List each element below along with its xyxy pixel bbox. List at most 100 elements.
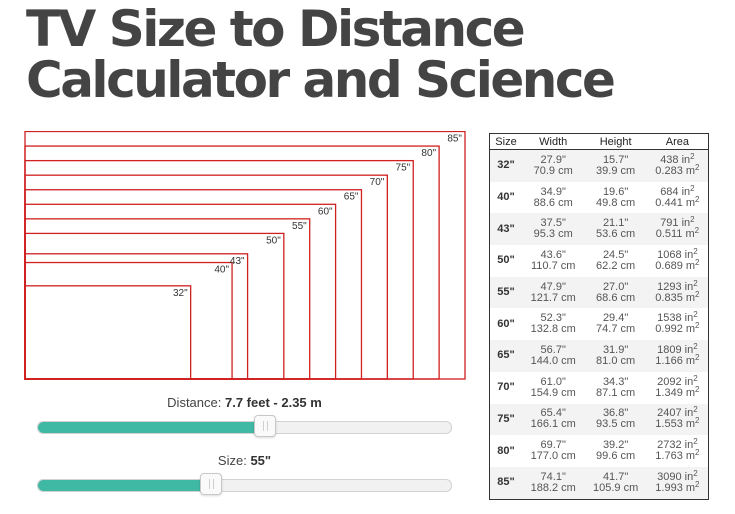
header-height: Height <box>584 133 647 150</box>
table-row: 50" 43.6" 110.7 cm 24.5" 62.2 cm 1068 in2 0.68… <box>489 245 709 277</box>
width-inches: 56.7" <box>540 343 566 356</box>
table-header-row: Size Width Height Area <box>489 133 709 150</box>
tv-size-label-50: 50" <box>266 235 281 246</box>
height-inches: 19.6" <box>602 185 629 198</box>
tv-outline-85 <box>24 131 466 380</box>
area-meters: 1.349 m2 <box>655 384 700 399</box>
width-inches: 61.0" <box>540 375 566 388</box>
cell-area: 2407 in2 1.553 m2 <box>646 403 709 436</box>
table-row: 75" 65.4" 166.1 cm 36.8" 93.5 cm 2407 in2 1.55… <box>489 403 709 436</box>
tv-outline-32 <box>24 285 192 380</box>
area-inches: 2092 in2 <box>657 373 698 388</box>
cell-height: 34.3" 87.1 cm <box>584 371 647 404</box>
cell-size: 85" <box>489 466 522 500</box>
area-inches: 1068 in2 <box>657 246 698 261</box>
height-cm: 49.8 cm <box>596 196 636 209</box>
cell-size: 50" <box>489 245 522 277</box>
area-inches: 1293 in2 <box>657 278 698 293</box>
cell-area: 2092 in2 1.349 m2 <box>646 371 709 404</box>
width-cm: 70.9 cm <box>533 164 573 177</box>
cell-width: 56.7" 144.0 cm <box>522 340 585 372</box>
cell-area: 684 in2 0.441 m2 <box>646 181 709 214</box>
cell-width: 61.0" 154.9 cm <box>522 371 585 404</box>
area-meters: 1.166 m2 <box>655 352 700 367</box>
height-cm: 93.5 cm <box>596 418 636 431</box>
cell-size: 32" <box>489 149 522 182</box>
tv-outline-65 <box>24 189 363 380</box>
cell-size: 80" <box>489 435 522 467</box>
cell-area: 1538 in2 0.992 m2 <box>646 308 709 341</box>
area-inches: 684 in2 <box>660 183 695 198</box>
size-value: 55" <box>250 453 272 468</box>
area-meters: 0.441 m2 <box>655 194 700 209</box>
cell-size: 60" <box>489 308 522 341</box>
height-inches: 24.5" <box>602 248 629 261</box>
table-row: 70" 61.0" 154.9 cm 34.3" 87.1 cm 2092 in2 1.34… <box>489 371 709 404</box>
tv-size-label-32: 32" <box>173 288 188 299</box>
height-cm: 53.6 cm <box>596 228 636 241</box>
cell-height: 15.7" 39.9 cm <box>584 149 647 182</box>
tv-outline-70 <box>24 174 389 380</box>
size-slider-handle[interactable] <box>200 473 223 495</box>
cell-width: 37.5" 95.3 cm <box>522 213 585 246</box>
size-caption: Size: 55" <box>37 453 452 468</box>
table-row: 40" 34.9" 88.6 cm 19.6" 49.8 cm 684 in2 0.441 … <box>489 181 709 214</box>
header-area: Area <box>646 133 709 150</box>
size-label: Size: <box>217 453 247 468</box>
height-cm: 39.9 cm <box>596 164 636 177</box>
height-cm: 68.6 cm <box>596 291 636 304</box>
cell-height: 36.8" 93.5 cm <box>584 403 647 436</box>
tv-outline-40 <box>24 261 233 380</box>
cell-width: 47.9" 121.7 cm <box>522 276 585 309</box>
distance-label: Distance: <box>167 395 222 410</box>
table-row: 60" 52.3" 132.8 cm 29.4" 74.7 cm 1538 in2 0.99… <box>489 308 709 341</box>
cell-area: 3090 in2 1.993 m2 <box>646 466 709 500</box>
height-cm: 105.9 cm <box>592 481 639 494</box>
distance-caption: Distance: 7.7 feet - 2.35 m <box>37 395 452 410</box>
cell-height: 39.2" 99.6 cm <box>584 435 647 467</box>
width-inches: 74.1" <box>540 470 566 483</box>
area-meters: 0.992 m2 <box>655 321 700 336</box>
table-row: 55" 47.9" 121.7 cm 27.0" 68.6 cm 1293 in2 0.83… <box>489 276 709 309</box>
height-inches: 21.1" <box>602 217 629 230</box>
table-row: 65" 56.7" 144.0 cm 31.9" 81.0 cm 1809 in2 1.16… <box>489 340 709 372</box>
tv-size-label-80: 80" <box>421 148 436 159</box>
height-inches: 27.0" <box>602 280 629 293</box>
area-inches: 1538 in2 <box>657 310 698 325</box>
distance-slider-fill <box>38 422 266 433</box>
distance-slider-track[interactable] <box>37 415 452 437</box>
height-inches: 15.7" <box>602 153 629 166</box>
size-slider-track[interactable] <box>37 473 452 495</box>
tv-size-label-60: 60" <box>318 206 333 217</box>
width-cm: 110.7 cm <box>530 259 576 272</box>
area-meters: 1.553 m2 <box>655 416 700 431</box>
distance-slider-handle[interactable] <box>254 415 277 437</box>
cell-area: 1293 in2 0.835 m2 <box>646 276 709 309</box>
tv-size-label-43: 43" <box>230 256 245 267</box>
cell-width: 69.7" 177.0 cm <box>522 435 585 467</box>
width-cm: 88.6 cm <box>533 196 573 209</box>
height-inches: 39.2" <box>602 439 629 452</box>
size-slider-fill <box>38 480 212 491</box>
cell-height: 31.9" 81.0 cm <box>584 340 647 372</box>
cell-height: 29.4" 74.7 cm <box>584 308 647 341</box>
height-inches: 31.9" <box>602 343 629 356</box>
area-meters: 0.689 m2 <box>655 257 700 272</box>
cell-height: 21.1" 53.6 cm <box>584 213 647 246</box>
cell-area: 1809 in2 1.166 m2 <box>646 340 709 372</box>
cell-width: 27.9" 70.9 cm <box>522 149 585 182</box>
width-inches: 47.9" <box>540 280 566 293</box>
tv-dimensions-table: Size Width Height Area 32" 27.9" 70.9 cm 15… <box>489 133 709 500</box>
cell-size: 75" <box>489 403 522 436</box>
area-meters: 0.835 m2 <box>655 289 700 304</box>
table-row: 32" 27.9" 70.9 cm 15.7" 39.9 cm 438 in2 0.283 … <box>489 149 709 182</box>
size-slider-group: Size: 55" <box>37 453 452 495</box>
area-meters: 1.763 m2 <box>655 448 700 463</box>
width-inches: 65.4" <box>540 407 566 420</box>
cell-width: 65.4" 166.1 cm <box>522 403 585 436</box>
table-row: 85" 74.1" 188.2 cm 41.7" 105.9 cm 3090 in2 1.9… <box>489 466 709 500</box>
width-cm: 144.0 cm <box>530 354 576 367</box>
area-meters: 1.993 m2 <box>655 479 700 494</box>
width-inches: 69.7" <box>540 439 566 452</box>
cell-height: 24.5" 62.2 cm <box>584 245 647 277</box>
